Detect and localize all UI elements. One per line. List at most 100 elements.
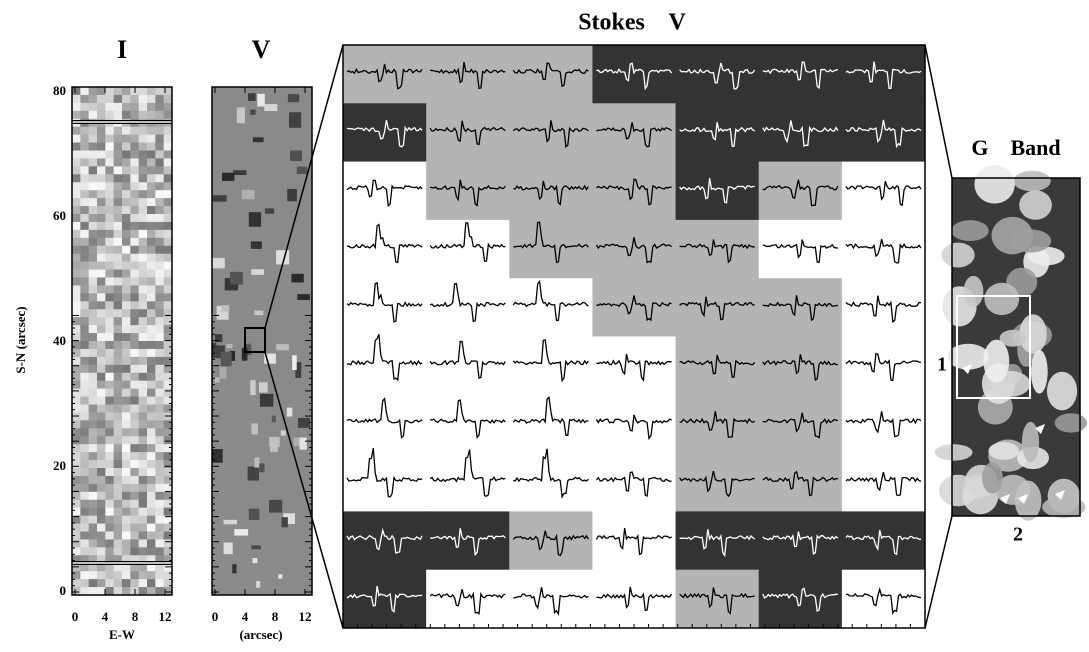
profile-cell xyxy=(343,569,427,629)
intensity-pixel xyxy=(138,547,148,556)
intensity-pixel xyxy=(72,94,81,104)
intensity-pixel xyxy=(72,245,81,255)
intensity-pixel xyxy=(130,356,140,366)
stokes-v-profile xyxy=(845,61,922,90)
intensity-pixel xyxy=(138,229,148,239)
intensity-pixel xyxy=(97,388,106,398)
intensity-pixel xyxy=(122,579,131,588)
intensity-pixel xyxy=(130,269,140,278)
intensity-pixel xyxy=(105,555,115,564)
intensity-pixel xyxy=(147,253,156,263)
intensity-pixel xyxy=(72,87,81,96)
stokes-v-profile xyxy=(845,238,922,264)
intensity-pixel xyxy=(80,460,90,469)
intensity-pixel xyxy=(113,87,123,96)
intensity-pixel xyxy=(88,333,98,342)
intensity-pixel xyxy=(130,325,140,334)
v-map-patch xyxy=(287,188,297,202)
x-label: E-W xyxy=(109,627,135,642)
profile-cell xyxy=(675,161,760,221)
intensity-pixel xyxy=(130,301,140,310)
intensity-pixel xyxy=(80,293,90,302)
intensity-pixel xyxy=(138,571,148,580)
intensity-pixel xyxy=(147,301,156,310)
intensity-pixel xyxy=(113,452,123,461)
intensity-pixel xyxy=(113,198,123,207)
profile-cell xyxy=(592,103,677,163)
intensity-pixel xyxy=(122,94,131,104)
intensity-pixel xyxy=(155,523,165,532)
intensity-pixel xyxy=(80,158,90,167)
intensity-pixel xyxy=(147,364,156,374)
intensity-pixel xyxy=(163,404,173,413)
v-map-patch xyxy=(251,423,258,435)
intensity-pixel xyxy=(105,388,115,398)
intensity-pixel xyxy=(163,245,173,255)
intensity-pixel xyxy=(155,190,165,199)
intensity-pixel xyxy=(138,523,148,532)
stokes-v-profile xyxy=(762,61,839,90)
intensity-pixel xyxy=(88,483,98,493)
intensity-pixel xyxy=(88,507,98,517)
intensity-pixel xyxy=(155,460,165,469)
stokes-v-profile xyxy=(429,449,506,497)
intensity-pixel xyxy=(163,102,173,112)
intensity-pixel xyxy=(97,269,106,278)
intensity-pixel xyxy=(80,285,90,294)
v-map-patch xyxy=(297,417,310,428)
intensity-pixel xyxy=(147,126,156,136)
v-map-patch xyxy=(270,437,278,453)
profile-cell xyxy=(841,453,926,512)
intensity-pixel xyxy=(163,206,173,215)
intensity-pixel xyxy=(147,396,156,405)
intensity-pixel xyxy=(72,428,81,437)
intensity-pixel xyxy=(72,293,81,302)
intensity-pixel xyxy=(147,515,156,525)
intensity-pixel xyxy=(122,444,131,453)
intensity-pixel xyxy=(88,102,98,112)
intensity-pixel xyxy=(97,206,106,215)
intensity-pixel xyxy=(72,396,81,405)
stokes-v-profile xyxy=(512,530,589,557)
intensity-pixel xyxy=(130,261,140,271)
arrow-marker xyxy=(1018,494,1028,504)
intensity-pixel xyxy=(72,452,81,461)
intensity-pixel xyxy=(72,483,81,493)
intensity-pixel xyxy=(155,158,165,167)
intensity-pixel xyxy=(72,571,81,580)
intensity-pixel xyxy=(80,356,90,366)
intensity-pixel xyxy=(138,301,148,310)
intensity-pixel xyxy=(122,428,131,437)
v-map-patch xyxy=(214,377,220,383)
marker-label: 2 xyxy=(1013,524,1023,546)
intensity-pixel xyxy=(105,571,115,580)
intensity-pixel xyxy=(97,436,106,445)
profile-cell xyxy=(758,511,843,571)
intensity-pixel xyxy=(88,309,98,318)
stokes-v-profile xyxy=(512,339,589,383)
granule xyxy=(1054,413,1088,433)
v-map-patch xyxy=(297,294,310,300)
intensity-pixel xyxy=(97,110,106,120)
intensity-pixel xyxy=(138,317,148,326)
intensity-pixel xyxy=(122,499,131,509)
v-map-patch xyxy=(212,257,225,269)
v-map-patch xyxy=(299,437,307,450)
intensity-pixel xyxy=(88,325,98,334)
intensity-pixel xyxy=(72,341,81,350)
profile-cell xyxy=(592,511,677,571)
profile-cell xyxy=(675,394,760,454)
intensity-pixel xyxy=(88,158,98,167)
intensity-pixel xyxy=(155,317,165,326)
intensity-pixel xyxy=(138,380,148,390)
profile-cell xyxy=(841,394,926,454)
intensity-pixel xyxy=(72,190,81,199)
intensity-pixel xyxy=(88,539,98,548)
intensity-pixel xyxy=(72,333,81,342)
v-map-patch xyxy=(250,241,262,249)
intensity-pixel xyxy=(163,277,173,286)
intensity-pixel xyxy=(155,301,165,310)
profile-cell xyxy=(592,336,677,396)
intensity-pixel xyxy=(138,277,148,286)
intensity-pixel xyxy=(163,269,173,278)
